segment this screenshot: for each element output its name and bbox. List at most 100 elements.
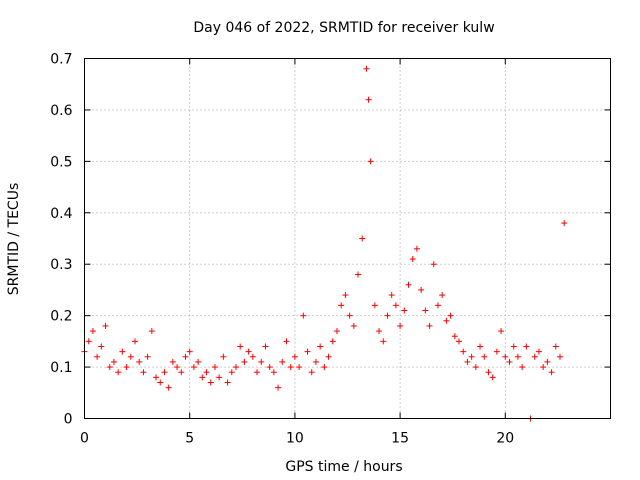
data-point [186, 348, 193, 355]
x-tick-label: 20 [496, 431, 514, 447]
data-point [312, 358, 319, 365]
data-point [325, 353, 332, 360]
x-tick-label: 15 [391, 431, 409, 447]
data-point [359, 235, 366, 242]
data-point [561, 220, 568, 227]
chart-title: Day 046 of 2022, SRMTID for receiver kul… [193, 20, 494, 36]
data-point [498, 328, 505, 335]
axis-ticks: 0 0.1 0.2 0.3 0.4 0.5 0.6 0.7 0 5 10 15 20 [50, 52, 611, 447]
data-point [535, 348, 542, 355]
y-tick-label: 0 [64, 412, 73, 428]
data-point [540, 364, 547, 371]
data-point [481, 353, 488, 360]
data-point [254, 369, 261, 376]
data-point [460, 348, 467, 355]
data-point [94, 353, 101, 360]
y-tick-label: 0.5 [50, 154, 72, 170]
data-point [443, 317, 450, 324]
data-point [110, 358, 117, 365]
data-point [317, 343, 324, 350]
data-point [287, 364, 294, 371]
data-point [123, 364, 130, 371]
data-point [199, 374, 206, 381]
data-point [228, 369, 235, 376]
data-point [363, 65, 370, 72]
data-point [308, 369, 315, 376]
data-point [557, 353, 564, 360]
data-point [333, 328, 340, 335]
data-point [392, 302, 399, 309]
data-point [346, 312, 353, 319]
data-point [430, 261, 437, 268]
y-tick-label: 0.4 [50, 206, 72, 222]
data-point [510, 343, 517, 350]
data-point [220, 353, 227, 360]
data-point [456, 338, 463, 345]
data-point [119, 348, 126, 355]
data-point [514, 353, 521, 360]
data-point [506, 358, 513, 365]
data-point [350, 322, 357, 329]
data-point [98, 343, 105, 350]
data-point [388, 292, 395, 299]
data-point [367, 158, 374, 165]
data-point [165, 384, 172, 391]
data-point [434, 302, 441, 309]
data-point [447, 312, 454, 319]
data-point [451, 333, 458, 340]
data-point [144, 353, 151, 360]
data-point [136, 358, 143, 365]
data-point [153, 374, 160, 381]
data-point [531, 353, 538, 360]
data-point [519, 364, 526, 371]
data-point [106, 364, 113, 371]
data-point [211, 364, 218, 371]
data-point [262, 343, 269, 350]
data-point [249, 353, 256, 360]
data-point [493, 348, 500, 355]
data-point [275, 384, 282, 391]
y-tick-label: 0.7 [50, 52, 72, 68]
y-axis-label: SRMTID / TECUs [6, 183, 22, 296]
data-point [207, 379, 214, 386]
data-point [182, 353, 189, 360]
data-point [291, 353, 298, 360]
data-point [190, 364, 197, 371]
data-point [523, 343, 530, 350]
data-point [321, 364, 328, 371]
data-point [85, 338, 92, 345]
data-point [552, 343, 559, 350]
data-point [472, 364, 479, 371]
data-point [405, 281, 412, 288]
data-point [544, 358, 551, 365]
x-axis-label: GPS time / hours [285, 459, 402, 475]
x-tick-label: 0 [80, 431, 89, 447]
data-point [468, 353, 475, 360]
data-point [89, 328, 96, 335]
data-point [304, 348, 311, 355]
data-point [376, 328, 383, 335]
data-point [161, 369, 168, 376]
data-point [127, 353, 134, 360]
data-point [270, 369, 277, 376]
plot-frame [84, 58, 611, 419]
data-point [397, 322, 404, 329]
data-point [258, 358, 265, 365]
data-point [338, 302, 345, 309]
data-point [464, 358, 471, 365]
x-tick-label: 5 [185, 431, 194, 447]
data-point [283, 338, 290, 345]
data-point [342, 292, 349, 299]
data-point [224, 379, 231, 386]
data-point [502, 353, 509, 360]
data-point [485, 369, 492, 376]
data-point [300, 312, 307, 319]
data-point [169, 358, 176, 365]
data-point [489, 374, 496, 381]
data-point [216, 374, 223, 381]
y-tick-label: 0.6 [50, 103, 72, 119]
data-point [266, 364, 273, 371]
data-point [178, 369, 185, 376]
data-point [296, 364, 303, 371]
